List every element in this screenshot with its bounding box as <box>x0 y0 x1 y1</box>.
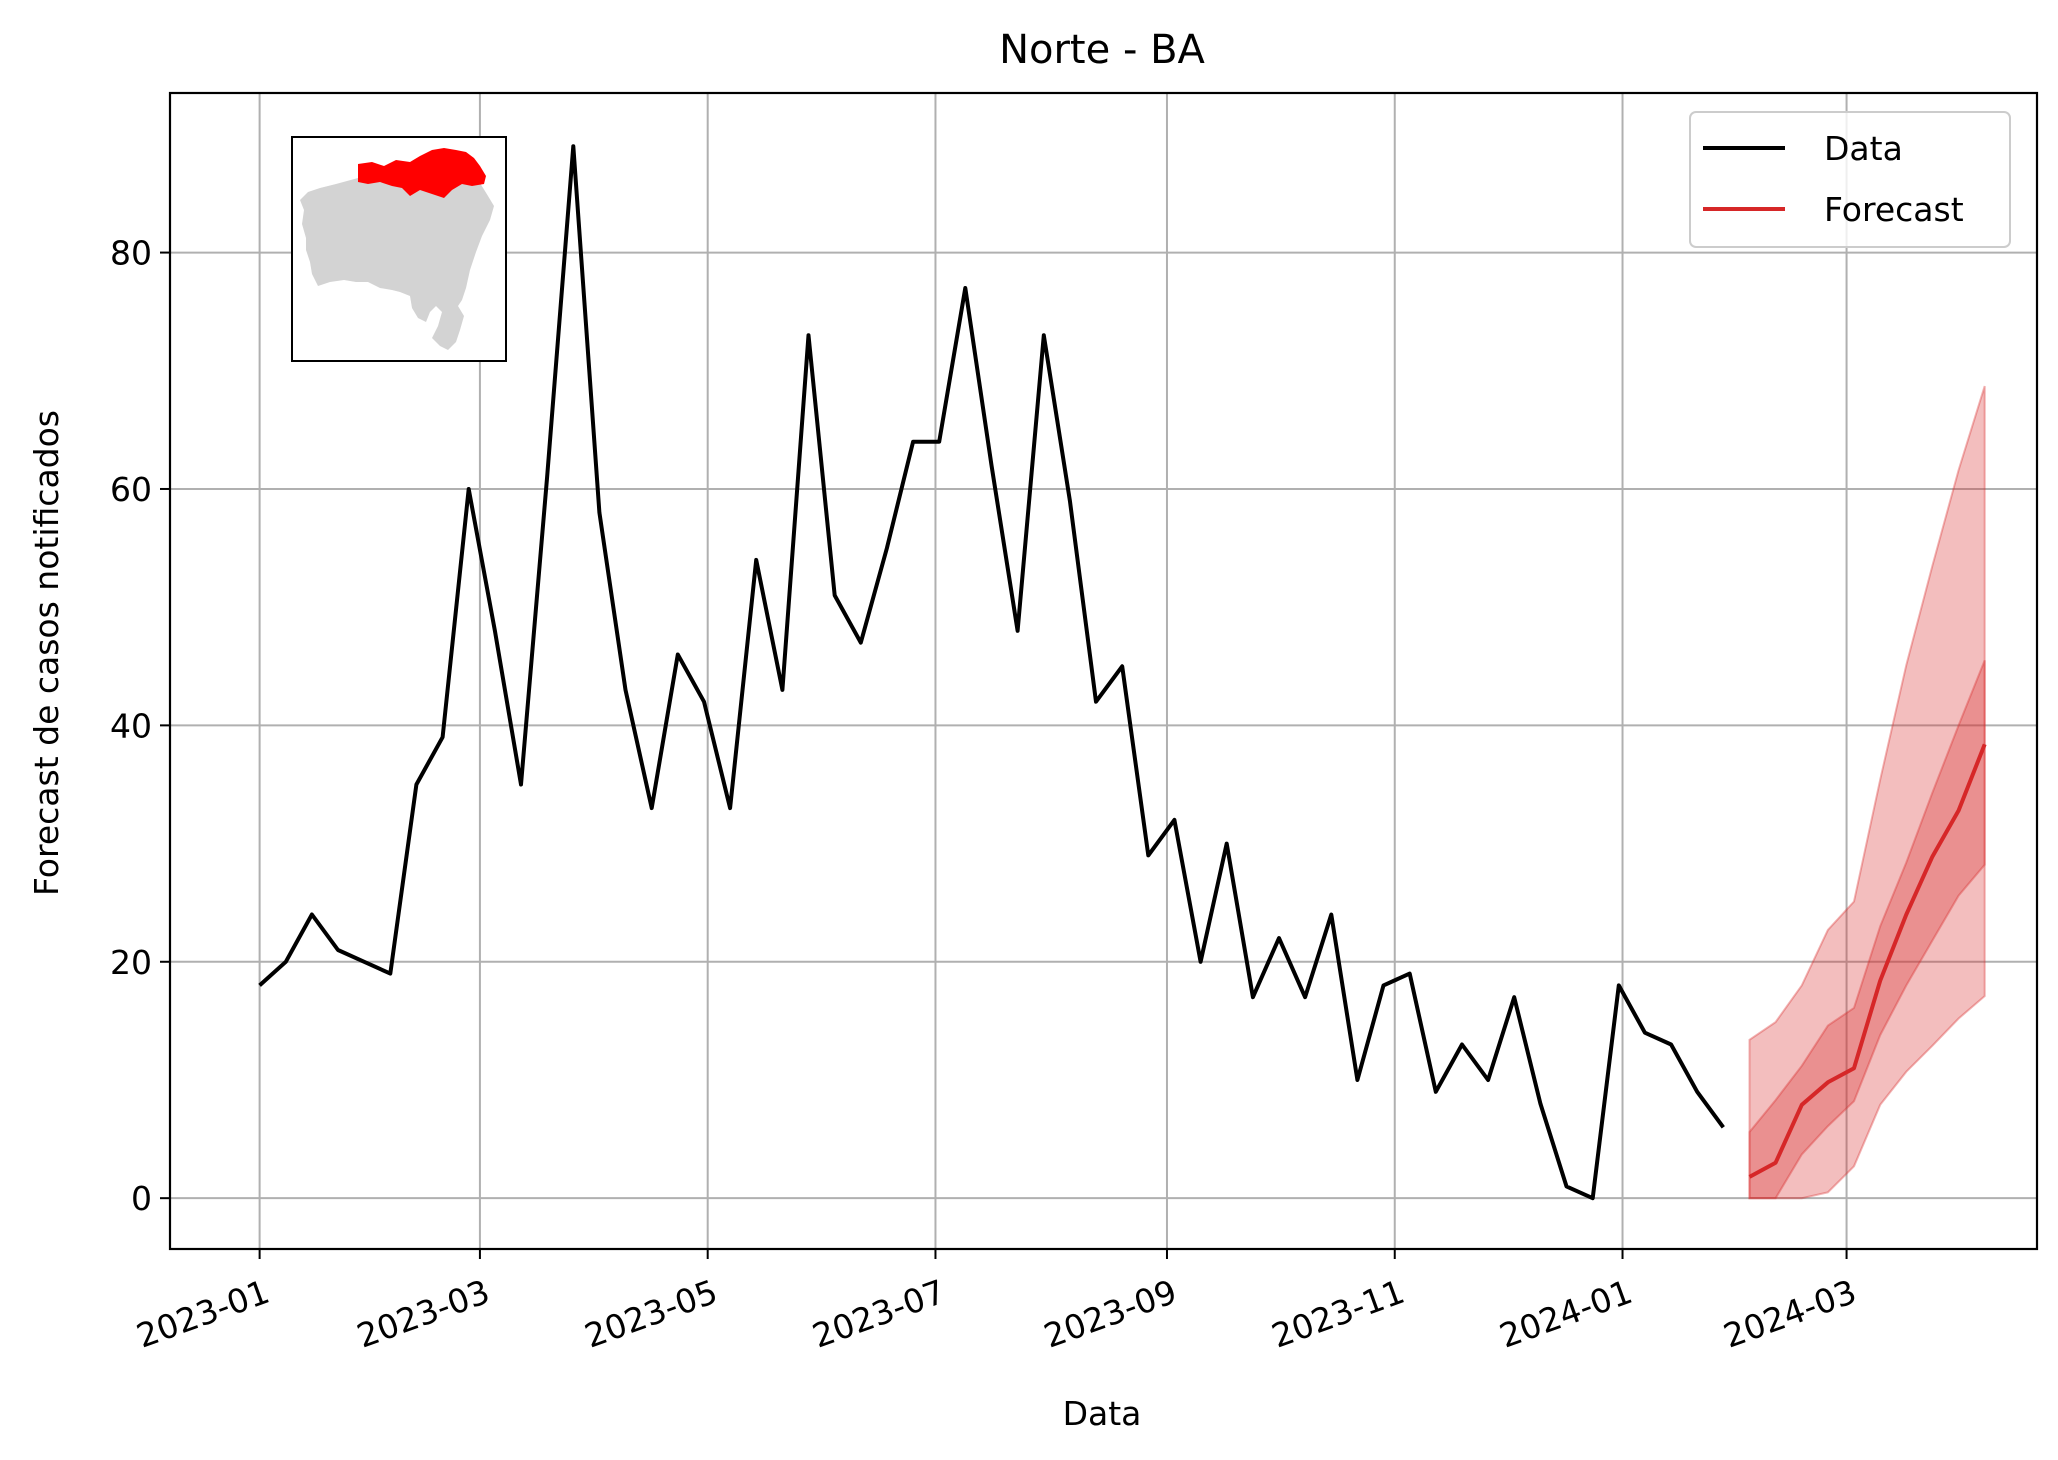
series-line-data <box>258 144 1725 1201</box>
forecast-50-band <box>1748 660 1986 1200</box>
y-axis-label: Forecast de casos notificados <box>27 410 66 896</box>
y-tick-label: 20 <box>110 943 152 982</box>
legend-label-data: Data <box>1824 129 1903 168</box>
series-lines <box>258 144 1987 1201</box>
forecast-interval-50 <box>1748 660 1986 1200</box>
legend-box <box>1689 111 2011 248</box>
y-axis-ticks: 0 20 40 60 80 <box>110 234 170 1218</box>
y-tick-label: 80 <box>110 234 152 273</box>
series-line-forecast <box>1748 743 1987 1179</box>
forecast-interval-90 <box>1748 385 1986 1200</box>
legend: Data Forecast <box>1689 111 2011 248</box>
region-highlight-map <box>358 148 486 198</box>
forecast-90-band <box>1748 385 1986 1200</box>
legend-label-forecast: Forecast <box>1824 190 1964 229</box>
state-outline-map <box>300 175 494 350</box>
y-tick-label: 60 <box>110 470 152 509</box>
grid <box>170 93 2037 1249</box>
axes-frame <box>168 91 2039 1251</box>
chart-title: Norte - BA <box>999 27 1205 73</box>
y-tick-label: 40 <box>110 706 152 745</box>
inset-map <box>291 136 507 362</box>
plot-area-border <box>168 91 2039 1251</box>
y-tick-label: 0 <box>131 1179 152 1218</box>
x-axis-label: Data <box>1063 1394 1142 1433</box>
